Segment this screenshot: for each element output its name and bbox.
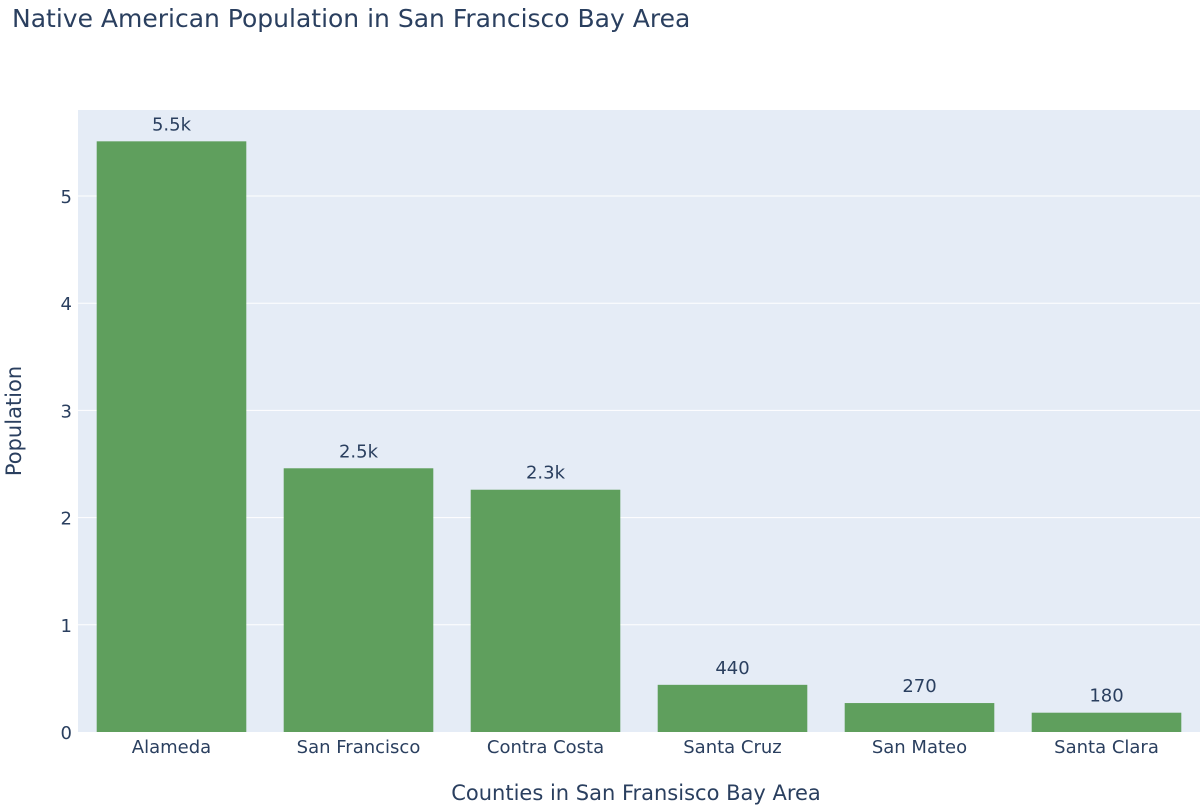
y-tick-label: 1 (61, 616, 72, 637)
y-tick-label: 0 (61, 723, 72, 744)
y-tick-label: 4 (61, 294, 72, 315)
gridlines (78, 195, 1200, 626)
value-labels: 5.5k 2.5k 2.3k 440 270 180 (152, 114, 1124, 706)
x-axis-ticks: Alameda San Francisco Contra Costa Santa Cr… (132, 737, 1159, 758)
bar[interactable] (1031, 712, 1182, 732)
bar-value-label: 270 (902, 676, 936, 697)
bar-value-label: 440 (715, 658, 749, 679)
bar-value-label: 5.5k (152, 114, 192, 135)
bar-value-label: 2.3k (526, 463, 566, 484)
x-tick-label: San Francisco (297, 737, 421, 758)
bars (96, 141, 1182, 732)
y-axis-ticks: 0 1 2 3 4 5 (61, 187, 72, 744)
chart-title: Native American Population in San Franci… (12, 4, 690, 33)
y-tick-label: 5 (61, 187, 72, 208)
y-tick-label: 3 (61, 401, 72, 422)
bar[interactable] (283, 468, 434, 732)
plot-background (78, 110, 1200, 732)
x-tick-label: Santa Cruz (683, 737, 782, 758)
bar[interactable] (470, 489, 621, 732)
x-tick-label: Alameda (132, 737, 211, 758)
y-axis-title: Population (2, 366, 26, 476)
bar[interactable] (657, 684, 808, 732)
x-tick-label: Santa Clara (1054, 737, 1159, 758)
x-tick-label: San Mateo (872, 737, 967, 758)
x-axis-title: Counties in San Fransisco Bay Area (451, 781, 821, 805)
bar[interactable] (844, 703, 995, 732)
bar[interactable] (96, 141, 247, 732)
bar-value-label: 2.5k (339, 441, 379, 462)
x-tick-label: Contra Costa (487, 737, 604, 758)
y-tick-label: 2 (61, 509, 72, 530)
bar-value-label: 180 (1089, 686, 1123, 707)
